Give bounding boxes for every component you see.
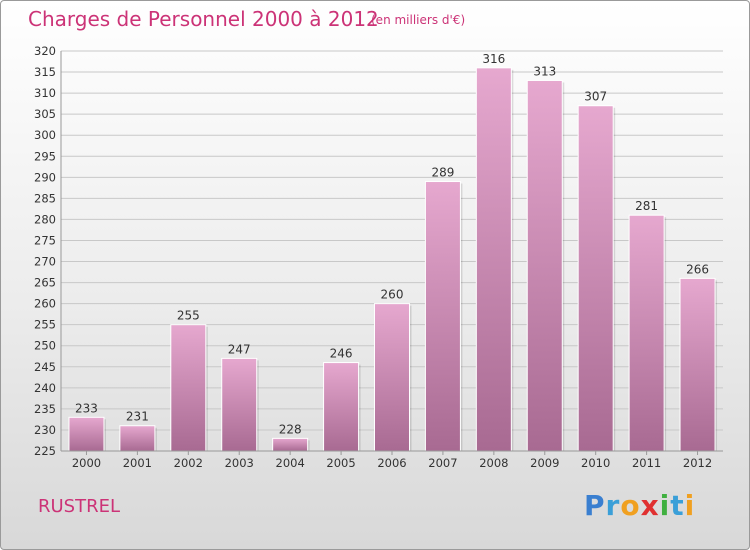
y-tick-label: 310 [34,86,56,100]
bar [68,416,105,452]
bar [170,324,207,452]
bar [323,362,360,452]
data-label: 247 [228,342,251,356]
y-tick-label: 225 [34,444,56,458]
data-label: 313 [533,64,556,78]
logo-letter: i [684,489,696,522]
y-tick-label: 265 [34,276,56,290]
data-label: 228 [279,422,302,436]
logo-letter: i [659,489,671,522]
bar [221,357,258,452]
data-label: 233 [75,401,98,415]
x-tick-label: 2007 [428,456,457,470]
x-tick-label: 2011 [632,456,661,470]
axes: 225 230 235 240 245 250 255 260 265 270 275 280 285 2… [34,44,723,470]
data-label: 255 [177,309,200,323]
bar [526,79,563,452]
y-tick-label: 285 [34,191,56,205]
x-tick-label: 2005 [326,456,355,470]
y-tick-label: 235 [34,402,56,416]
x-tick-label: 2009 [530,456,559,470]
logo-letter: r [605,489,621,522]
proxiti-logo[interactable]: Proxiti [584,489,695,522]
y-tick-label: 245 [34,360,56,374]
commune-name: RUSTREL [38,496,121,517]
logo-letter: P [584,489,606,522]
chart-title: Charges de Personnel 2000 à 2012 [28,7,379,31]
x-tick-label: 2001 [123,456,152,470]
x-tick-label: 2012 [683,456,712,470]
y-tick-label: 270 [34,255,56,269]
bar [628,214,665,452]
y-tick-label: 255 [34,318,56,332]
bar [374,303,410,452]
data-label: 281 [635,199,658,213]
y-tick-label: 230 [34,423,56,437]
chart-subtitle: (en milliers d'€) [371,13,466,27]
logo-letter: x [640,489,660,522]
y-tick-label: 250 [34,339,56,353]
y-tick-label: 290 [34,170,56,184]
x-tick-label: 2003 [225,456,254,470]
data-label: 246 [330,347,353,361]
data-label: 266 [686,262,709,276]
x-tick-label: 2008 [479,456,508,470]
bar [679,277,716,452]
bar [424,181,461,452]
x-tick-label: 2002 [174,456,203,470]
x-tick-label: 2010 [581,456,610,470]
bar [577,105,614,452]
x-tick-label: 2000 [72,456,101,470]
bar [119,425,156,452]
y-tick-label: 275 [34,233,56,247]
bars: 233 231 255 247 228 246 260 289 316 313 307 281 266 [68,52,718,452]
data-label: 231 [126,410,149,424]
y-tick-label: 260 [34,297,56,311]
logo-letter: o [620,489,641,522]
x-tick-label: 2004 [276,456,305,470]
bar [272,437,309,452]
x-tick-label: 2006 [377,456,406,470]
y-tick-label: 320 [34,44,56,58]
y-tick-label: 280 [34,212,56,226]
y-tick-label: 315 [34,65,56,79]
y-tick-label: 295 [34,149,56,163]
data-label: 307 [584,90,607,104]
logo-letter: t [670,489,685,522]
data-label: 260 [381,288,404,302]
y-tick-label: 305 [34,107,56,121]
bar [475,67,512,452]
data-label: 289 [431,166,454,180]
y-tick-label: 300 [34,128,56,142]
data-label: 316 [482,52,505,66]
y-tick-label: 240 [34,381,56,395]
